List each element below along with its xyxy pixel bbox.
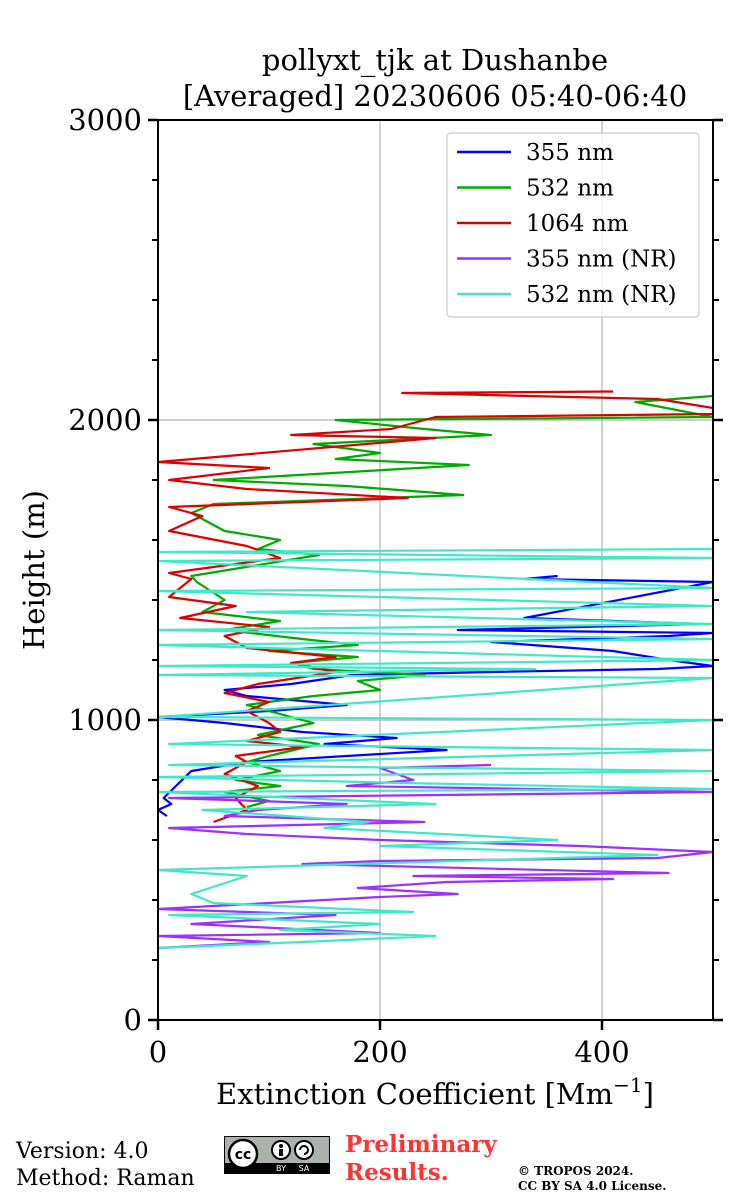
axis-ticks: 0 1000 2000 3000 0 200 400 — [68, 103, 723, 1069]
preliminary-line-2: Results. — [345, 1159, 449, 1186]
x-tick-label-0: 0 — [149, 1035, 167, 1069]
chart-subtitle: [Averaged] 20230606 05:40-06:40 — [183, 79, 687, 113]
x-tick-label-2: 400 — [574, 1035, 629, 1069]
legend: 355 nm 532 nm 1064 nm 355 nm (NR) 532 nm (NR… — [446, 132, 700, 318]
copyright-line-2: CC BY SA 4.0 License. — [518, 1179, 667, 1193]
chart-title: pollyxt_tjk at Dushanbe — [262, 43, 608, 78]
legend-label-1: 532 nm — [526, 176, 614, 202]
y-axis-label: Height (m) — [17, 490, 51, 650]
preliminary-results-note: Preliminary Results. — [345, 1131, 497, 1187]
y-tick-label-3: 3000 — [68, 103, 142, 137]
preliminary-line-1: Preliminary — [345, 1131, 497, 1158]
badge-sa-text: SA — [299, 1164, 310, 1173]
plot-frame — [157, 119, 714, 1021]
badge-by-text: BY — [276, 1164, 286, 1173]
legend-label-4: 532 nm (NR) — [526, 282, 677, 308]
method-text: Method: Raman — [16, 1166, 195, 1191]
legend-label-3: 355 nm (NR) — [526, 247, 677, 273]
y-tick-label-1: 1000 — [68, 703, 142, 737]
cc-by-sa-badge-icon: cc BY SA — [224, 1136, 330, 1174]
svg-text:cc: cc — [235, 1147, 252, 1163]
y-tick-label-2: 2000 — [68, 403, 142, 437]
x-tick-label-1: 200 — [352, 1035, 407, 1069]
footer-info: Version: 4.0 Method: Raman — [16, 1138, 195, 1192]
copyright-line-1: © TROPOS 2024. — [518, 1164, 634, 1178]
series-line-2 — [158, 390, 713, 824]
legend-box — [446, 132, 700, 318]
x-axis-label: Extinction Coefficient [Mm−1] — [216, 1073, 654, 1111]
series-line-0 — [158, 574, 713, 817]
series-group — [158, 390, 713, 950]
copyright-notice: © TROPOS 2024. CC BY SA 4.0 License. — [518, 1164, 666, 1194]
x-axis-label-close: ] — [643, 1077, 654, 1111]
legend-label-0: 355 nm — [526, 140, 614, 166]
legend-label-2: 1064 nm — [526, 211, 629, 237]
version-text: Version: 4.0 — [16, 1139, 149, 1164]
x-axis-label-exponent: −1 — [613, 1073, 642, 1097]
y-tick-label-0: 0 — [124, 1003, 142, 1037]
series-line-1 — [190, 390, 713, 809]
series-line-4 — [158, 547, 713, 950]
